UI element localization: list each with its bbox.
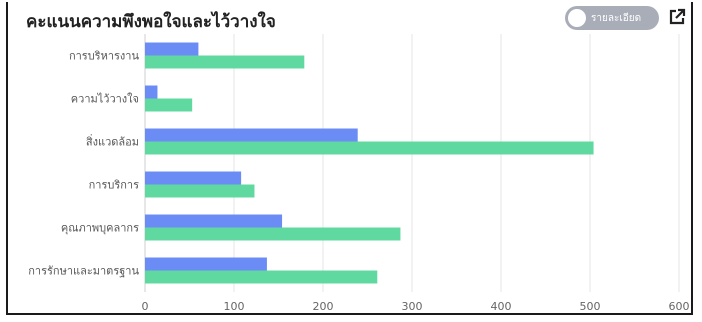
x-tick-label: 300 (402, 300, 423, 313)
details-toggle[interactable]: รายละเอียด (565, 6, 659, 30)
category-label: คุณภาพบุคลากร (61, 222, 139, 235)
chart-title: คะแนนความพึงพอใจและไว้วางใจ (26, 12, 276, 32)
bar-series2 (145, 55, 305, 69)
x-tick-label: 500 (580, 300, 601, 313)
category-label: การบริหารงาน (69, 50, 140, 63)
bar-series1 (145, 85, 158, 99)
bar-series2 (145, 184, 255, 198)
bar-series2 (145, 227, 401, 241)
bar-chart: 0 100 200 300 400 500 600 การบริหารงานความไว้วา… (28, 34, 690, 313)
x-tick-label: 400 (491, 300, 512, 313)
category-label: การรักษาและมาตรฐาน (28, 265, 139, 278)
external-link-icon[interactable] (668, 8, 686, 26)
bar-series1 (145, 42, 199, 56)
bar-series2 (145, 98, 193, 112)
bar-series2 (145, 141, 594, 155)
bar-series1 (145, 128, 358, 142)
bar-series1 (145, 214, 283, 228)
x-tick-label: 200 (313, 300, 334, 313)
category-label: สิ่งแวดล้อม (86, 134, 139, 149)
category-label: ความไว้วางใจ (71, 93, 139, 106)
bar-series1 (145, 257, 267, 271)
x-tick-label: 100 (224, 300, 245, 313)
x-tick-label: 600 (669, 300, 690, 313)
x-tick-label: 0 (142, 300, 149, 313)
toggle-knob (568, 9, 586, 27)
chart-card: คะแนนความพึงพอใจและไว้วางใจ รายละเอียด 0… (6, 2, 693, 315)
bar-series2 (145, 270, 378, 284)
toggle-label: รายละเอียด (591, 13, 642, 24)
bar-series1 (145, 171, 242, 185)
category-label: การบริการ (89, 179, 139, 192)
